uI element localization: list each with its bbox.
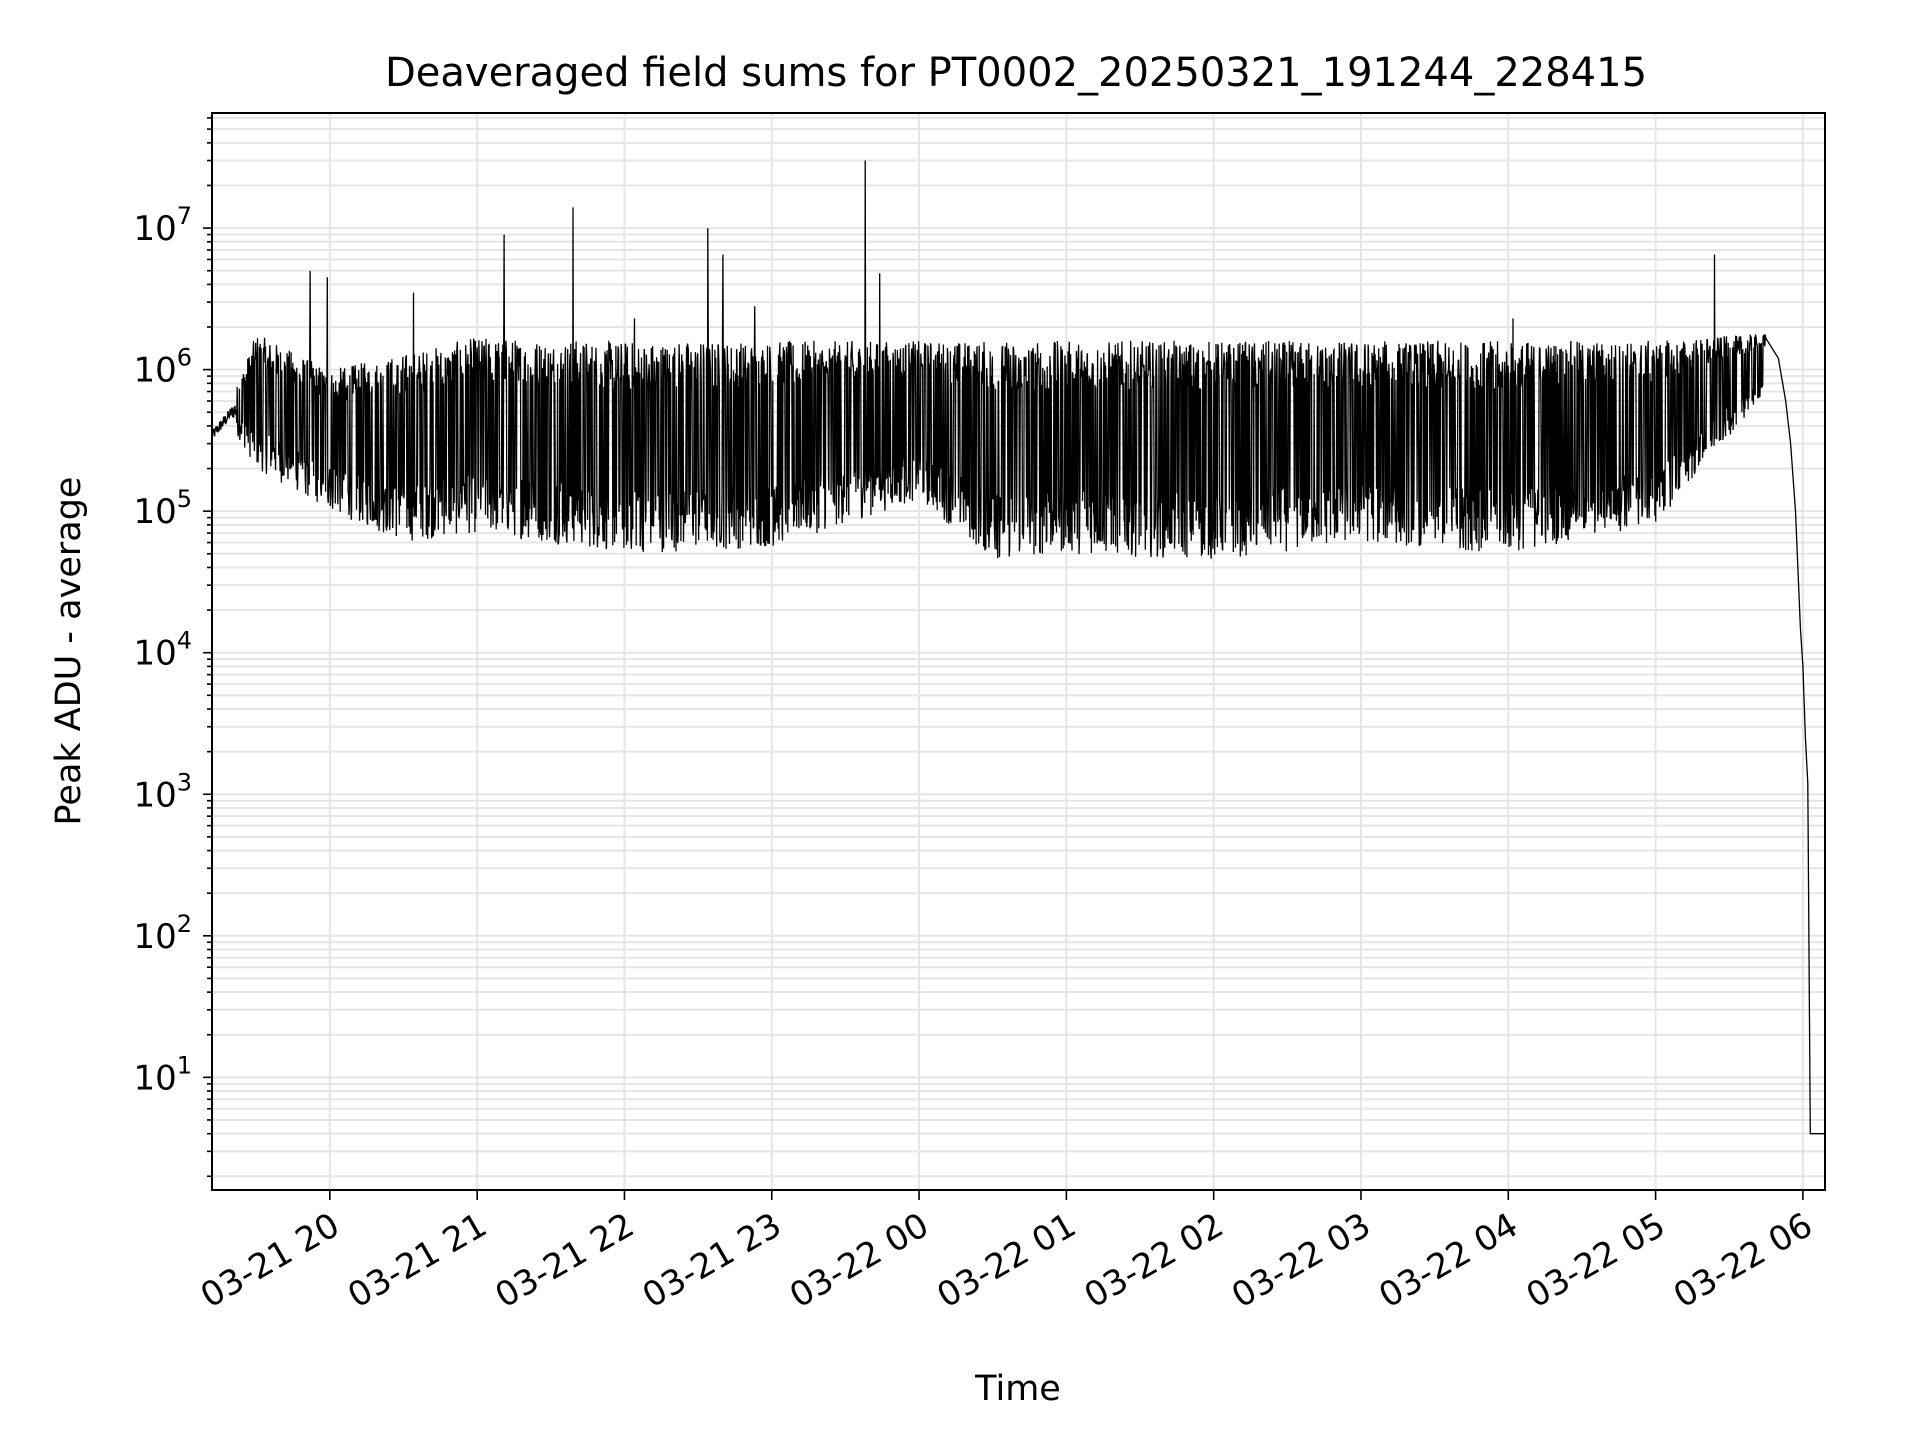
series-line [211,160,1825,1135]
y-tick-label: 106 [133,344,192,391]
y-tick-label: 107 [133,202,192,249]
chart-title: Deaveraged field sums for PT0002_2025032… [385,50,1647,96]
y-tick-label: 104 [133,627,192,674]
y-axis-ticks: 101 102 103 104 105 106 107 [133,117,212,1178]
grid-lines [212,113,1825,1190]
y-axis-label: Peak ADU - average [49,477,89,826]
x-axis-label: Time [974,1369,1061,1409]
plot-frame [211,112,1826,1191]
y-tick-label: 101 [133,1051,192,1098]
data-series [211,160,1825,1135]
y-tick-label: 103 [133,768,192,815]
y-tick-label: 105 [133,485,192,532]
y-tick-label: 102 [133,910,192,957]
